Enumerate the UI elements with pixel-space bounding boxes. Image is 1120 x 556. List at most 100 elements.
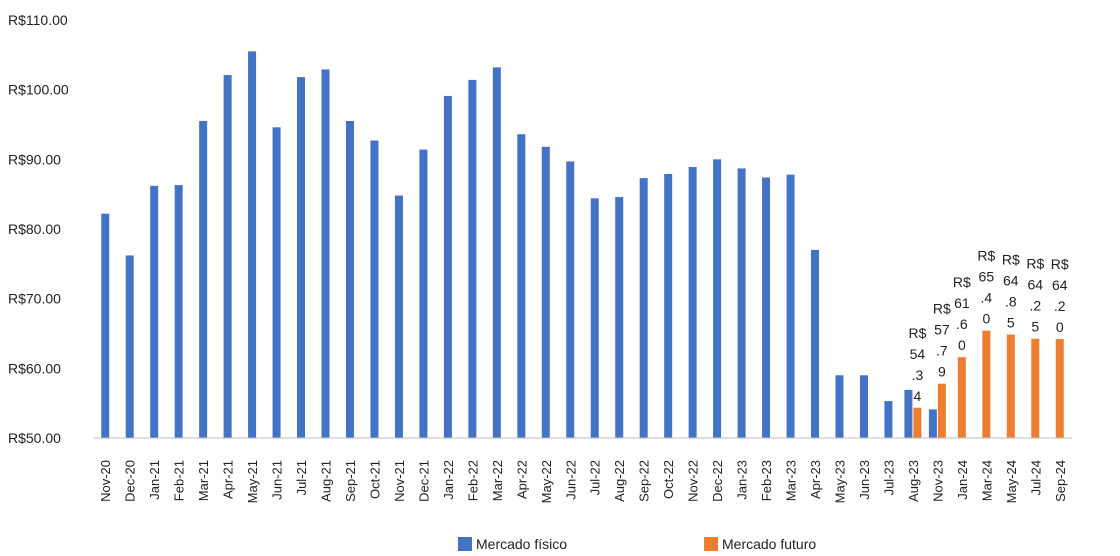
bar-mercado-fisico — [321, 69, 330, 439]
data-label: R$ — [1026, 256, 1044, 272]
x-tick-label: May-24 — [1004, 460, 1019, 503]
bar-mercado-fisico — [443, 95, 452, 438]
x-tick-label: Aug-22 — [612, 460, 627, 502]
x-tick-label: Jul-22 — [588, 460, 603, 495]
bar-mercado-fisico — [811, 249, 820, 438]
bar-mercado-fisico — [468, 79, 477, 438]
x-tick-label: Sep-21 — [343, 460, 358, 502]
bar-mercado-fisico — [248, 51, 257, 438]
bar-mercado-fisico — [272, 127, 281, 438]
bar-mercado-fisico — [737, 168, 746, 438]
x-tick-label: Jul-23 — [881, 460, 896, 495]
data-label: R$ — [933, 301, 951, 317]
data-label: 57 — [934, 322, 950, 338]
bar-mercado-fisico — [199, 121, 208, 439]
x-tick-label: Dec-22 — [710, 460, 725, 502]
x-tick-label: Nov-20 — [98, 460, 113, 502]
x-tick-label: Sep-22 — [637, 460, 652, 502]
legend-swatch — [458, 537, 472, 551]
bar-mercado-futuro — [1031, 338, 1040, 438]
data-label: 61 — [954, 295, 970, 311]
data-label: R$ — [953, 274, 971, 290]
bar-mercado-fisico — [884, 401, 893, 438]
data-label: 64 — [1052, 277, 1068, 293]
data-label: .6 — [956, 316, 968, 332]
x-tick-label: Dec-21 — [416, 460, 431, 502]
x-tick-label: Oct-22 — [661, 460, 676, 499]
x-tick-label: Jun-21 — [270, 460, 285, 500]
bar-mercado-fisico — [713, 159, 722, 439]
x-tick-label: Jan-22 — [441, 460, 456, 500]
legend-swatch — [704, 537, 718, 551]
x-tick-label: May-22 — [539, 460, 554, 503]
y-tick-label: R$110.00 — [8, 12, 68, 28]
x-tick-label: Jun-22 — [563, 460, 578, 500]
bar-mercado-fisico — [223, 75, 232, 438]
x-tick-label: Oct-21 — [367, 460, 382, 499]
data-label: 9 — [938, 364, 946, 380]
x-tick-label: Apr-21 — [221, 460, 236, 499]
bar-mercado-futuro — [957, 357, 966, 438]
bar-mercado-fisico — [639, 178, 648, 439]
y-tick-label: R$80.00 — [8, 221, 61, 237]
bar-mercado-futuro — [913, 407, 922, 438]
x-tick-label: Feb-21 — [172, 460, 187, 501]
bar-mercado-fisico — [517, 134, 526, 438]
bar-mercado-futuro — [982, 330, 991, 438]
bar-mercado-fisico — [370, 140, 379, 439]
y-axis-labels: R$110.00 R$100.00 R$90.00 R$80.00 R$70.00 R$6… — [8, 12, 69, 446]
data-label: 5 — [1031, 319, 1039, 335]
data-label: 0 — [982, 311, 990, 327]
bar-mercado-fisico — [492, 67, 501, 438]
x-tick-label: Mar-22 — [490, 460, 505, 501]
x-tick-label: Apr-23 — [808, 460, 823, 499]
bar-mercado-fisico — [904, 389, 913, 438]
data-labels: R$54.34R$57.79R$61.60R$65.40R$64.85R$64.… — [908, 248, 1068, 404]
x-tick-label: Jul-24 — [1028, 460, 1043, 495]
data-label: .2 — [1029, 298, 1041, 314]
x-tick-label: May-21 — [245, 460, 260, 503]
data-label: R$ — [977, 248, 995, 264]
y-tick-label: R$90.00 — [8, 151, 61, 167]
bar-mercado-fisico — [394, 195, 403, 438]
x-tick-label: Jan-24 — [955, 460, 970, 500]
data-label: .7 — [936, 343, 948, 359]
bars — [101, 51, 1064, 439]
legend: Mercado físico Mercado futuro — [458, 536, 816, 552]
x-tick-label: Jan-23 — [735, 460, 750, 500]
data-label: 64 — [1027, 277, 1043, 293]
y-tick-label: R$50.00 — [8, 430, 61, 446]
data-label: R$ — [908, 325, 926, 341]
x-tick-label: Sep-24 — [1053, 460, 1068, 502]
bar-mercado-fisico — [419, 149, 428, 438]
data-label: .8 — [1005, 294, 1017, 310]
x-tick-label: Apr-22 — [514, 460, 529, 499]
x-tick-label: Feb-22 — [465, 460, 480, 501]
x-tick-label: Jul-21 — [294, 460, 309, 495]
bar-mercado-fisico — [174, 185, 183, 438]
y-tick-label: R$70.00 — [8, 291, 61, 307]
bar-mercado-fisico — [928, 409, 937, 438]
bar-mercado-fisico — [101, 213, 110, 438]
legend-label: Mercado físico — [476, 536, 567, 552]
x-tick-label: Mar-21 — [196, 460, 211, 501]
x-tick-label: Jun-23 — [857, 460, 872, 500]
bar-mercado-futuro — [937, 383, 946, 438]
bar-mercado-futuro — [1006, 334, 1015, 438]
bar-mercado-fisico — [835, 375, 844, 438]
bar-mercado-fisico — [615, 196, 624, 438]
data-label: 64 — [1003, 273, 1019, 289]
data-label: 4 — [914, 388, 922, 404]
bar-mercado-fisico — [859, 375, 868, 438]
bar-mercado-fisico — [762, 177, 771, 439]
bar-mercado-fisico — [150, 185, 159, 438]
bar-mercado-fisico — [688, 166, 697, 438]
data-label: 5 — [1007, 315, 1015, 331]
data-label: 54 — [910, 346, 926, 362]
data-label: 0 — [1056, 319, 1064, 335]
bar-mercado-fisico — [297, 77, 306, 439]
y-tick-label: R$100.00 — [8, 82, 69, 98]
x-tick-label: Aug-23 — [906, 460, 921, 502]
x-tick-label: Aug-21 — [319, 460, 334, 502]
